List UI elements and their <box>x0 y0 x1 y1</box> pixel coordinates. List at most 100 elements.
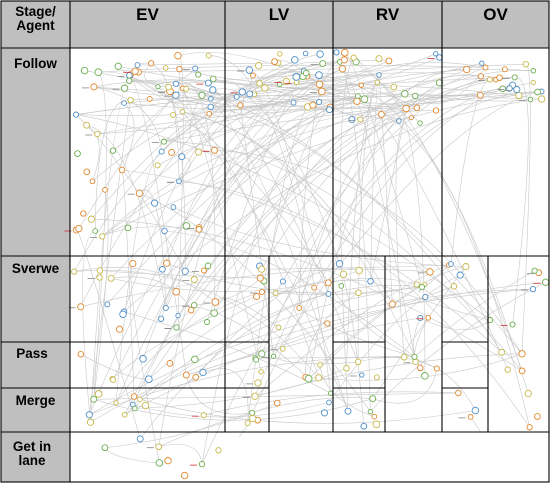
graph-edge <box>201 97 365 465</box>
graph-node <box>204 262 212 270</box>
row-label-get-in-lane: Get in lane <box>2 439 62 468</box>
graph-edge <box>80 268 430 308</box>
graph-edge <box>139 192 375 417</box>
graph-edge <box>358 357 476 411</box>
graph-node <box>373 374 380 381</box>
graph-edge <box>138 68 343 73</box>
graph-edge <box>164 230 415 358</box>
graph-node <box>170 111 176 118</box>
graph-node <box>209 86 217 94</box>
graph-node <box>187 306 195 314</box>
graph-node <box>182 371 190 379</box>
graph-node <box>71 268 78 275</box>
graph-node <box>376 72 382 78</box>
graph-node <box>261 84 269 92</box>
graph-node <box>359 372 365 378</box>
stage-column-bg <box>1 48 70 482</box>
graph-node <box>433 51 439 57</box>
graph-node <box>120 84 129 92</box>
graph-node <box>85 411 93 419</box>
graph-node <box>139 355 147 363</box>
graph-node <box>115 325 124 333</box>
graph-edge <box>89 356 415 416</box>
graph-edge <box>86 124 167 309</box>
graph-node <box>316 50 324 58</box>
graph-node <box>256 274 264 282</box>
graph-node <box>253 292 261 301</box>
graph-edge <box>273 356 359 365</box>
graph-node <box>426 268 434 276</box>
graph-edge <box>89 100 131 415</box>
graph-node <box>157 315 165 322</box>
graph-node <box>344 407 352 415</box>
graph-edge <box>148 280 371 380</box>
graph-node <box>246 90 254 98</box>
graph-edge <box>372 368 438 404</box>
graph-node <box>136 435 144 443</box>
graph-node <box>402 104 410 113</box>
graph-edge <box>259 83 394 90</box>
graph-edge <box>378 74 393 305</box>
graph-node <box>244 420 251 427</box>
graph-edge <box>90 288 534 423</box>
graph-node <box>102 187 108 193</box>
graph-edge <box>129 75 187 376</box>
graph-node <box>509 321 516 328</box>
graph-node <box>479 60 485 66</box>
graph-edge <box>75 77 515 115</box>
graph-node <box>413 104 421 112</box>
corner-label: Stage/ Agent <box>2 4 69 33</box>
graph-node <box>518 367 526 375</box>
graph-node <box>129 259 137 268</box>
graph-node <box>527 96 534 103</box>
graph-edge <box>104 447 160 464</box>
graph-node <box>506 85 513 92</box>
graph-node <box>181 267 189 275</box>
graph-node <box>211 298 220 306</box>
graph-node <box>83 168 91 176</box>
graph-node <box>333 49 340 56</box>
graph-edge <box>194 277 261 306</box>
graph-node <box>77 303 85 311</box>
graph-node <box>411 353 418 360</box>
graph-node <box>75 224 83 233</box>
graph-node <box>375 55 383 63</box>
graph-edge <box>177 52 358 102</box>
graph-node <box>114 62 122 70</box>
graph-node <box>258 288 265 296</box>
graph-edge <box>370 108 407 282</box>
graph-node <box>134 62 141 69</box>
graph-edge <box>74 267 216 303</box>
graph-edge <box>158 82 320 447</box>
graph-edge <box>124 286 423 416</box>
graph-node <box>482 64 489 71</box>
graph-node <box>205 52 212 59</box>
graph-node <box>304 374 313 383</box>
graph-edge <box>89 74 320 415</box>
graph-node <box>245 66 254 74</box>
graph-node <box>168 148 176 156</box>
graph-node <box>413 281 420 288</box>
graph-node <box>172 80 179 87</box>
graph-edge <box>395 116 412 358</box>
graph-node <box>311 284 318 291</box>
graph-node <box>388 300 396 308</box>
graph-edge <box>521 63 531 354</box>
graph-node <box>94 68 103 77</box>
graph-node <box>338 65 347 73</box>
graph-node <box>522 60 530 68</box>
graph-node <box>271 58 278 65</box>
graph-edge <box>414 270 535 358</box>
graph-edge <box>208 55 331 394</box>
graph-node <box>412 92 419 100</box>
graph-node <box>325 290 332 297</box>
graph-node <box>80 66 89 75</box>
graph-node <box>450 283 458 290</box>
graph-node <box>377 110 385 118</box>
graph-node <box>309 101 317 109</box>
graph-node <box>198 460 206 468</box>
row-label-follow: Follow <box>14 56 57 71</box>
graph-edge <box>139 293 329 440</box>
graph-node <box>385 57 393 65</box>
graph-edge <box>93 71 107 400</box>
